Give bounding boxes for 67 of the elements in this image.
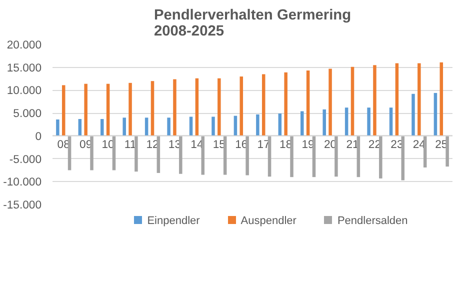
bar bbox=[373, 65, 376, 136]
y-tick-label: 0 bbox=[35, 130, 42, 143]
bar bbox=[401, 136, 404, 180]
bar bbox=[173, 79, 176, 136]
bar bbox=[167, 118, 170, 136]
bar bbox=[134, 136, 138, 172]
bar bbox=[100, 119, 104, 136]
bar bbox=[246, 136, 249, 176]
bar bbox=[350, 66, 354, 136]
x-tick-label: 11 bbox=[124, 138, 136, 151]
bar bbox=[218, 78, 221, 136]
y-tick-label: 10.000 bbox=[6, 85, 42, 98]
bar bbox=[356, 136, 360, 178]
bar bbox=[278, 114, 282, 136]
bar bbox=[128, 82, 132, 136]
bar bbox=[290, 136, 294, 178]
bar bbox=[84, 84, 88, 136]
y-tick-label: 15.000 bbox=[6, 62, 42, 74]
bar bbox=[284, 72, 288, 136]
bar bbox=[68, 136, 72, 170]
bar bbox=[156, 136, 160, 173]
y-tick-label: 5.000 bbox=[13, 108, 42, 120]
y-tick-label: -5.000 bbox=[9, 154, 42, 166]
bar bbox=[312, 136, 316, 178]
bar bbox=[150, 81, 154, 136]
bar bbox=[240, 76, 244, 136]
bar bbox=[144, 118, 148, 136]
bar bbox=[195, 78, 199, 136]
bar bbox=[300, 111, 304, 136]
bar bbox=[56, 119, 60, 136]
bar bbox=[256, 114, 260, 136]
chart-title: Pendlerverhalten Germering 2008-2025 bbox=[154, 8, 352, 40]
bar bbox=[201, 136, 204, 175]
bar bbox=[379, 136, 382, 178]
bar bbox=[112, 136, 116, 170]
bar bbox=[78, 119, 82, 136]
bar bbox=[334, 136, 338, 177]
bar bbox=[306, 70, 310, 136]
bar bbox=[62, 85, 66, 136]
bar bbox=[212, 116, 215, 136]
bar bbox=[423, 136, 427, 168]
bar bbox=[262, 74, 266, 136]
bar bbox=[268, 136, 272, 177]
bar bbox=[418, 63, 421, 136]
legend-label: Einpendler bbox=[147, 215, 200, 227]
bar bbox=[344, 108, 348, 136]
bar bbox=[179, 136, 182, 174]
legend-label: Auspendler bbox=[240, 215, 296, 227]
bar bbox=[440, 62, 444, 136]
legend-label: Pendlersalden bbox=[337, 215, 408, 227]
bar bbox=[389, 108, 393, 136]
bar bbox=[106, 84, 110, 136]
bar bbox=[412, 94, 415, 136]
bar bbox=[223, 136, 227, 175]
bar bbox=[90, 136, 94, 170]
bar bbox=[122, 118, 126, 136]
bar bbox=[395, 63, 399, 136]
bar bbox=[434, 92, 438, 136]
y-tick-label: -15.000 bbox=[3, 200, 42, 212]
bar bbox=[367, 108, 370, 136]
x-tick-label: 21 bbox=[346, 138, 359, 151]
bar bbox=[446, 136, 449, 167]
bar bbox=[189, 116, 193, 136]
y-tick-label: -10.000 bbox=[3, 176, 42, 189]
bar bbox=[328, 68, 332, 136]
bar bbox=[322, 109, 326, 136]
y-tick-label: 20.000 bbox=[6, 40, 42, 52]
